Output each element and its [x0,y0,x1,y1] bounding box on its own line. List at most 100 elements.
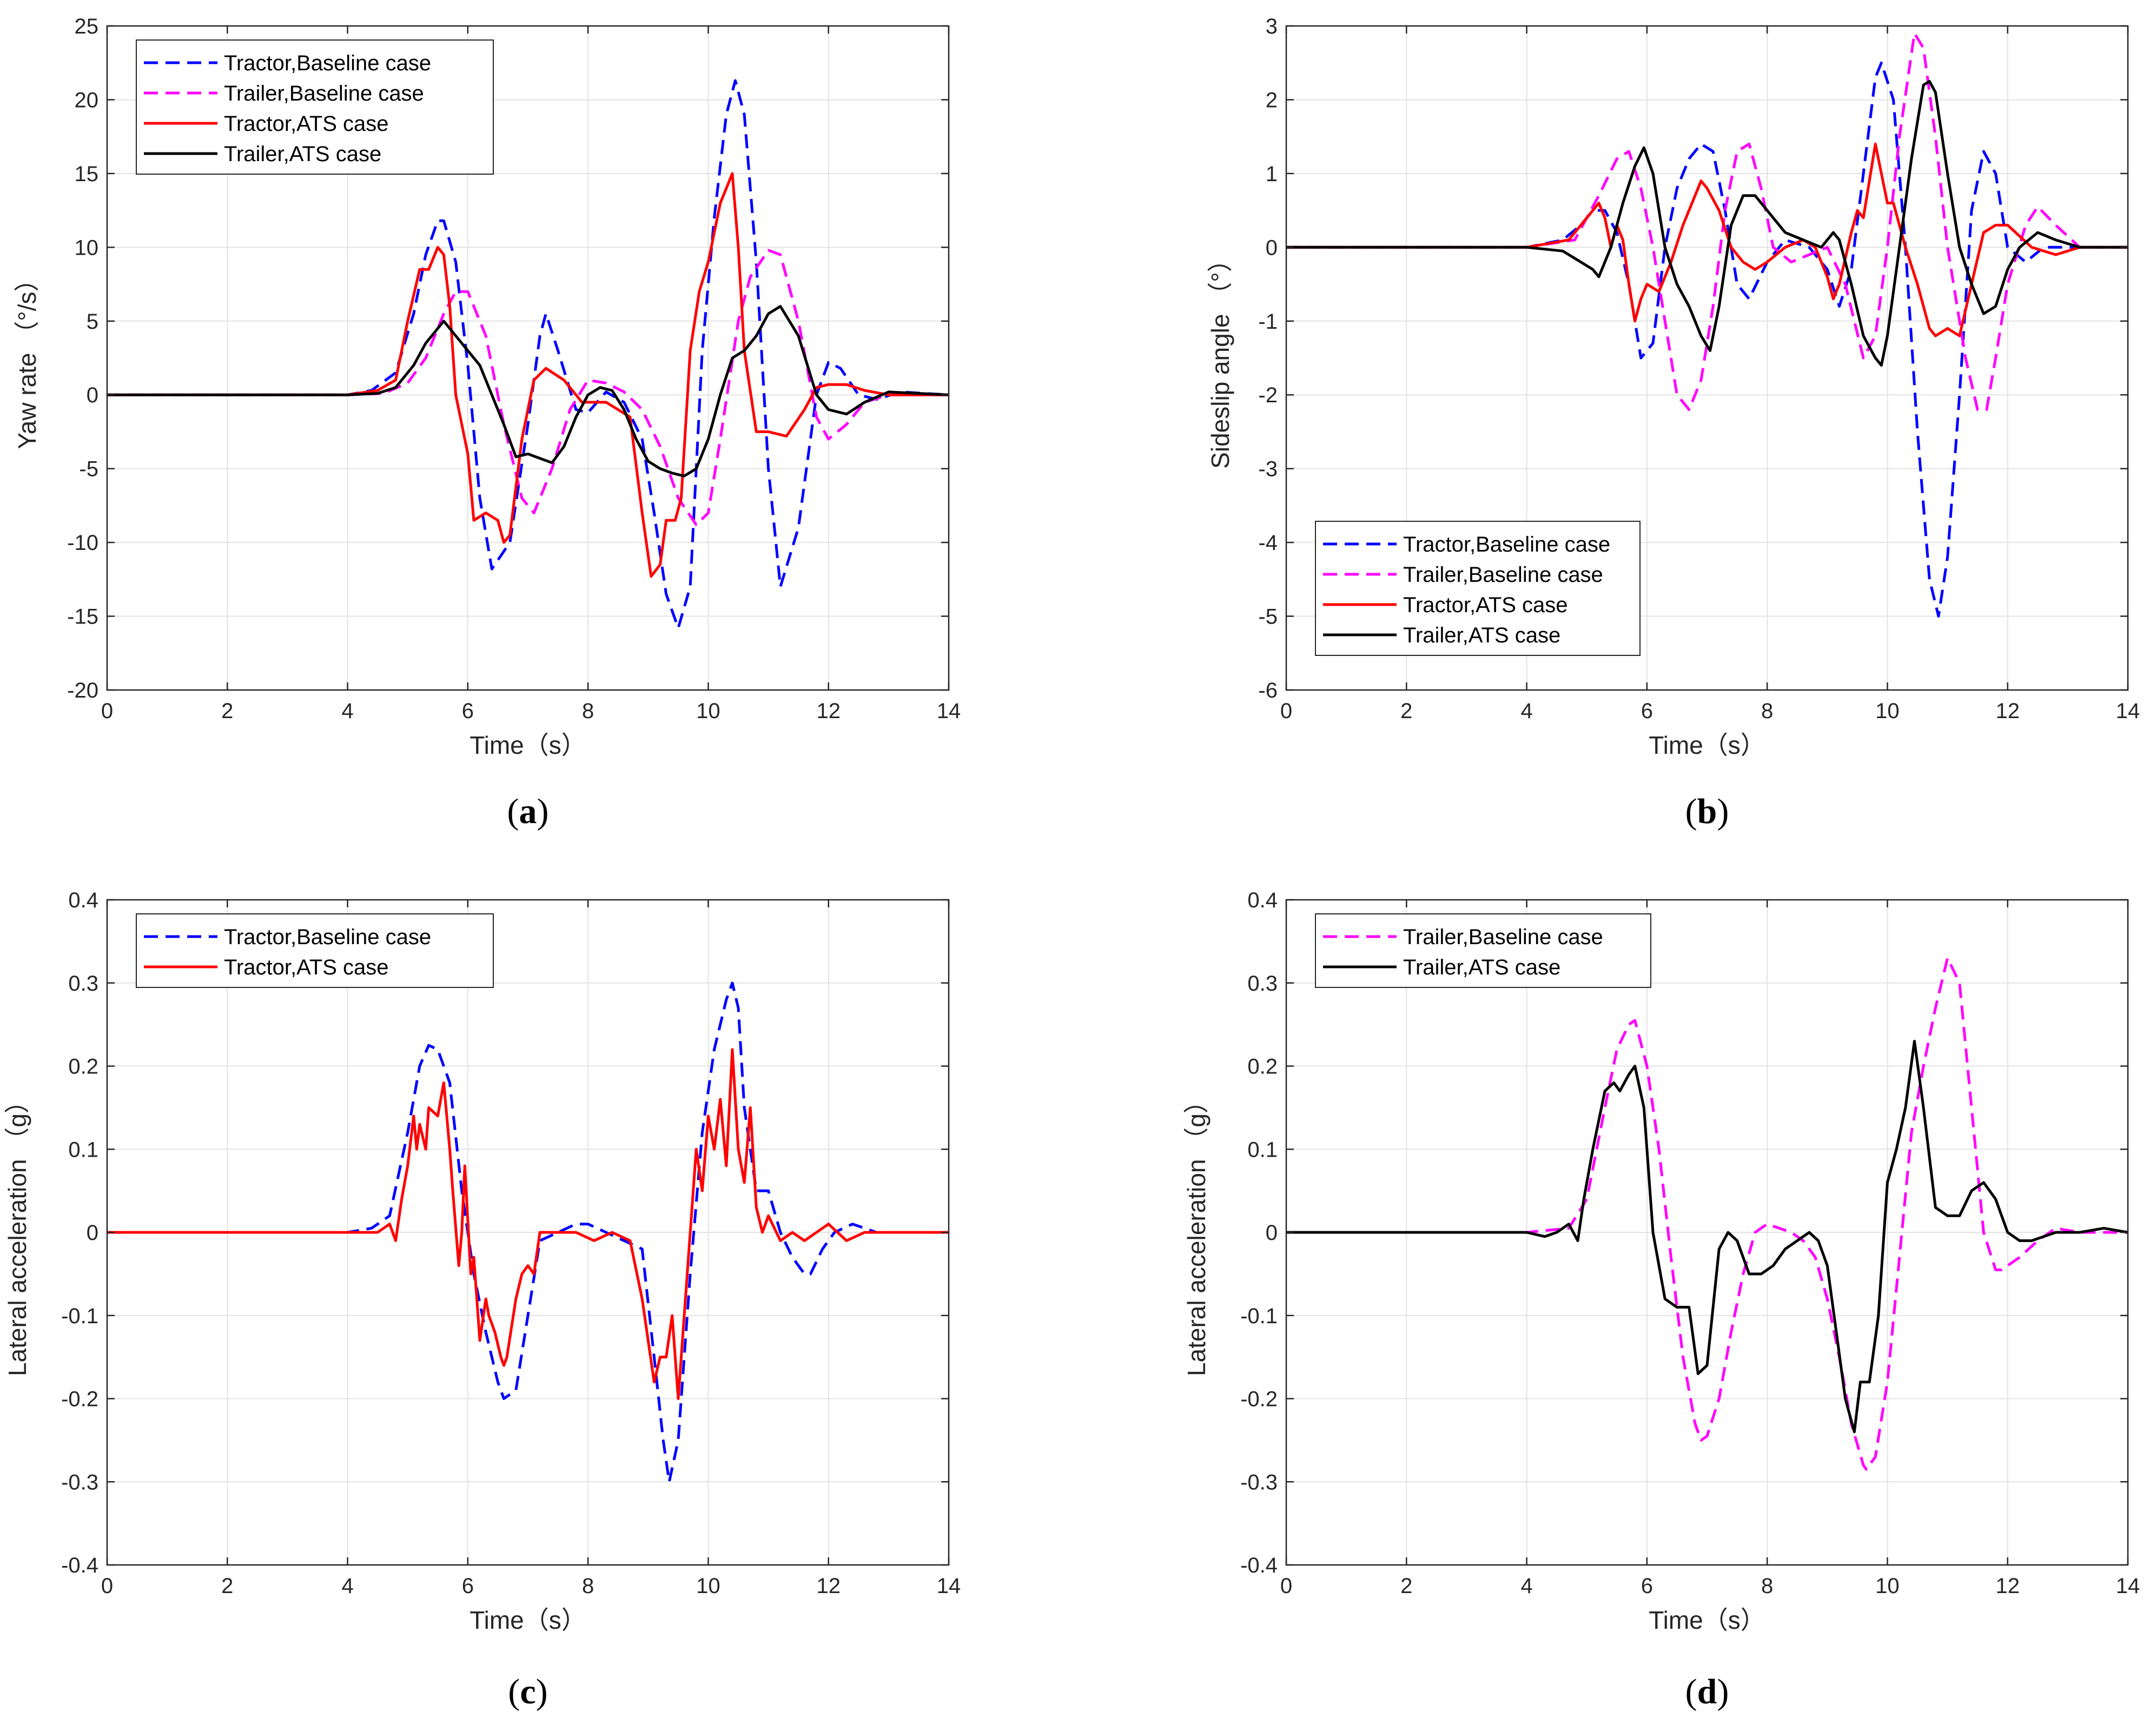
y-tick-label: -2 [1258,383,1278,407]
y-axis-label: Lateral acceleration （g） [1182,1089,1211,1376]
series-line-trailer-ats-case [1286,1039,2128,1434]
x-tick-label: 2 [1400,699,1412,723]
legend-label: Trailer,ATS case [224,142,381,166]
panel-label-close: ) [537,792,549,831]
series-line-trailer-ats-case [1286,79,2128,367]
x-tick-label: 6 [1641,1574,1653,1598]
legend-label: Tractor,Baseline case [224,925,431,949]
y-tick-label: 0 [1266,1221,1278,1245]
axes-frame [1285,25,2129,691]
x-tick-label: 4 [1520,699,1532,723]
y-tick-label: 25 [75,15,99,38]
x-axis-label: Time（s） [469,731,586,759]
legend-label: Tractor,Baseline case [1403,533,1610,556]
series-line-tractor-ats-case [107,1048,949,1400]
y-tick-label: 0.1 [68,1138,98,1162]
panel-d: 0 2 4 6 8 10 12 14 -0.4 -0.3 -0.2 -0.1 0 0.1 0.2 0.3 0.4… [1182,888,2140,1711]
x-tick-label: 0 [1280,1574,1292,1598]
x-tick-label: 14 [937,1574,961,1598]
panel-label-close: ) [1717,1672,1729,1711]
y-tick-label: 0.3 [68,972,98,996]
series-group [107,981,949,1483]
y-tick-label: 20 [75,88,99,112]
y-tick-label: -0.1 [61,1304,98,1328]
y-tick-label: -4 [1258,531,1278,555]
y-tick-label: -10 [67,531,98,555]
panel-label-open: ( [1685,1672,1697,1711]
y-tick-label: 0 [87,1221,98,1245]
y-tick-label: -0.3 [1240,1470,1278,1494]
y-tick-label: -0.4 [61,1554,98,1577]
axes-frame [106,25,950,691]
y-tick-label: -0.2 [61,1388,98,1411]
x-tick-label: 14 [2116,1574,2140,1598]
series-line-tractor-baseline-case [107,79,949,629]
y-tick-label: 0.3 [1247,972,1278,996]
y-tick-label: 15 [75,162,99,186]
y-tick-label: 0 [1266,236,1278,260]
y-tick-label: 0.4 [1247,888,1278,912]
y-tick-label: 2 [1266,88,1278,112]
x-tick-label: 4 [341,699,353,723]
y-tick-label: -5 [79,457,98,481]
series-line-trailer-baseline-case [1286,32,2128,411]
legend-label: Tractor,ATS case [1403,593,1568,617]
y-tick-label: 1 [1266,162,1278,186]
x-tick-label: 12 [816,699,841,723]
series-line-tractor-ats-case [107,172,949,578]
x-tick-label: 8 [582,699,594,723]
legend-label: Tractor,ATS case [224,112,389,136]
panel-label-close: ) [1717,792,1729,831]
y-axis-label: Lateral acceleration （g） [3,1089,31,1376]
x-tick-label: 14 [2116,699,2140,723]
y-tick-label: -3 [1258,457,1278,481]
x-tick-label: 0 [101,1574,113,1598]
x-tick-label: 12 [816,1574,841,1598]
panel-c: 0 2 4 6 8 10 12 14 -0.4 -0.3 -0.2 -0.1 0 0.1 0.2 0.3 0.4… [3,888,961,1711]
y-tick-label: 5 [87,310,98,334]
x-tick-label: 10 [1875,699,1900,723]
y-tick-label: 10 [75,236,99,260]
x-tick-label: 6 [462,699,474,723]
legend: Trailer,Baseline case Trailer,ATS case [1315,913,1651,988]
panel-b: 0 2 4 6 8 10 12 14-6-5-4-3-2-10123Time（s）Sidesl… [1206,15,2140,831]
panel-label-letter: b [1697,792,1717,831]
panel-label: (a) [507,792,549,831]
y-tick-label: -1 [1258,310,1278,334]
x-tick-label: 12 [1995,699,2020,723]
legend-label: Trailer,Baseline case [1403,925,1603,949]
legend-label: Trailer,Baseline case [1403,563,1603,587]
x-tick-label: 6 [462,1574,474,1598]
panel-label-letter: d [1697,1672,1717,1711]
x-tick-label: 10 [696,1574,720,1598]
x-axis-label: Time（s） [1649,1606,1765,1634]
ticks: 0 2 4 6 8 10 12 14 -0.4 -0.3 -0.2 -0.1 0 0.1 0.2 0.3 0.4 [1240,888,2140,1598]
legend: Tractor,Baseline case Trailer,Baseline ca… [136,39,494,175]
series-line-trailer-baseline-case [1286,957,2128,1471]
y-tick-label: 0 [87,383,98,407]
x-tick-label: 10 [1875,1574,1900,1598]
y-tick-label: -0.3 [61,1470,98,1494]
y-tick-label: 0.1 [1247,1138,1278,1162]
series-line-trailer-ats-case [107,305,949,477]
ticks: 0 2 4 6 8 10 12 14 -20 -15 -10 -5 0 5 10 15 20 25 [67,15,961,723]
legend: Tractor,Baseline case Trailer,Baseline ca… [1315,521,1641,656]
panel-a: 0 2 4 6 8 10 12 14 -20 -15 -10 -5 0 5 10 15 20 25 Time（s） Y… [13,15,961,831]
y-tick-label: -0.4 [1240,1554,1278,1577]
y-tick-label: -15 [67,605,98,629]
x-tick-label: 0 [1280,699,1292,723]
legend-label: Trailer,ATS case [1403,623,1560,647]
y-tick-label: 0.4 [68,888,98,912]
x-axis-label: Time（s） [1649,731,1765,759]
series-group [1286,957,2128,1471]
y-tick-label: 3 [1266,15,1278,38]
legend: Tractor,Baseline case Tractor,ATS case [136,913,494,988]
y-tick-label: -6 [1258,679,1278,702]
grid [107,26,949,690]
y-tick-label: -20 [67,679,98,702]
x-tick-label: 6 [1641,699,1653,723]
panel-label-close: ) [536,1672,548,1711]
series-line-tractor-baseline-case [107,981,949,1483]
legend-label: Tractor,ATS case [224,956,389,979]
y-axis-label: Yaw rate （°/s） [13,267,41,449]
